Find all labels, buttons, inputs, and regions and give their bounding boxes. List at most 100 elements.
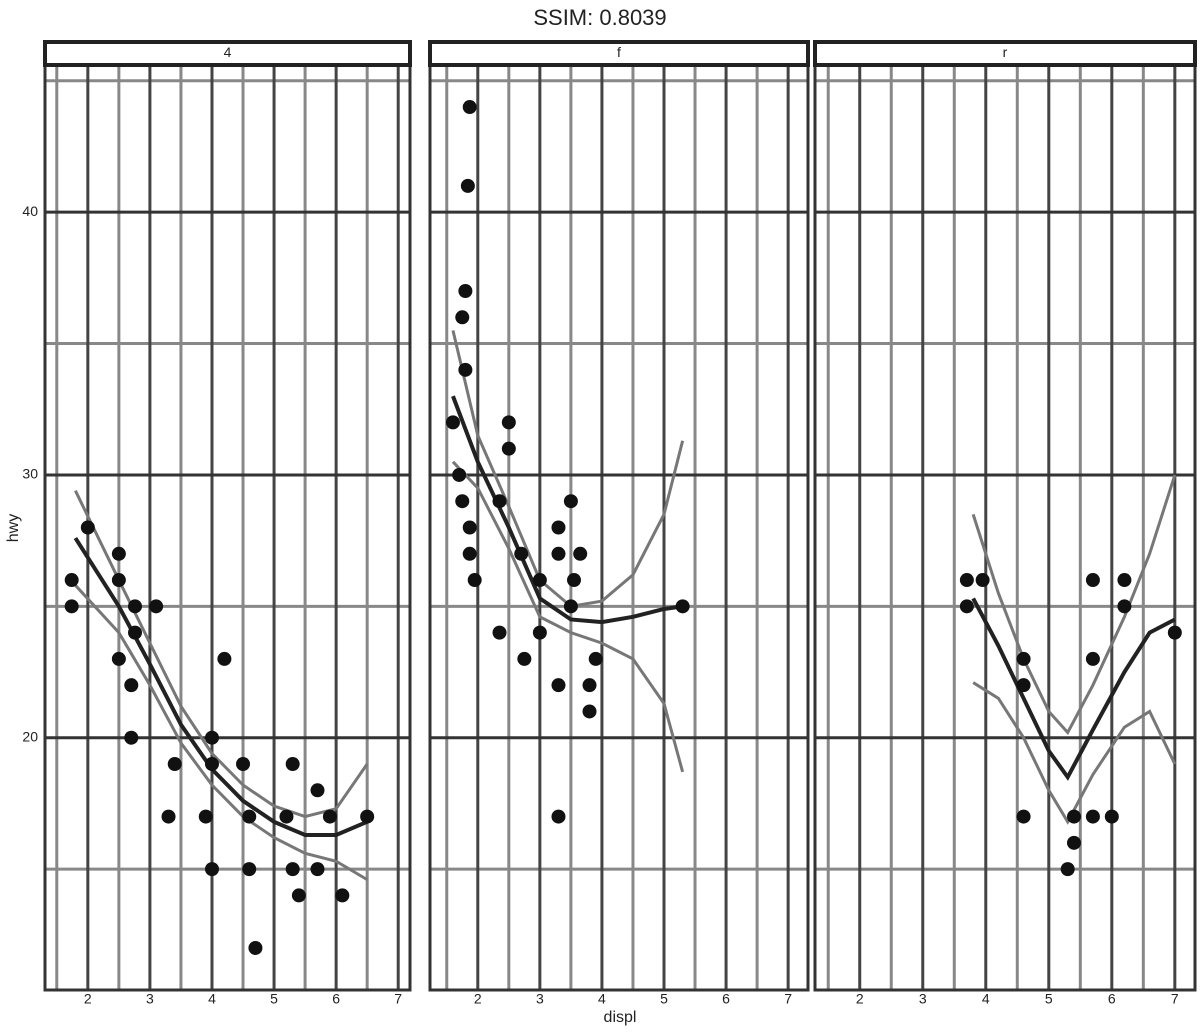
point — [551, 809, 566, 824]
point — [501, 415, 516, 430]
x-axis-title: displ — [604, 1009, 637, 1026]
y-tick-label: 40 — [22, 203, 38, 219]
confidence-bound — [74, 584, 368, 881]
point — [455, 310, 470, 325]
point — [563, 494, 578, 509]
facet-label: r — [1003, 44, 1008, 60]
confidence-bound — [971, 474, 1177, 736]
point — [532, 625, 547, 640]
point — [236, 757, 251, 772]
point — [204, 730, 219, 745]
point — [64, 573, 79, 588]
x-tick-label: 2 — [856, 991, 864, 1007]
point — [1016, 809, 1031, 824]
point — [242, 809, 257, 824]
point — [675, 599, 690, 614]
y-tick-label: 20 — [22, 728, 38, 744]
point — [217, 651, 232, 666]
x-tick-label: 5 — [270, 991, 278, 1007]
x-tick-label: 2 — [474, 991, 482, 1007]
point — [462, 546, 477, 561]
x-tick-label: 5 — [1045, 991, 1053, 1007]
point — [1067, 835, 1082, 850]
x-tick-label: 6 — [1108, 991, 1116, 1007]
x-tick-label: 3 — [146, 991, 154, 1007]
point — [514, 546, 529, 561]
x-tick-label: 5 — [660, 991, 668, 1007]
point — [242, 862, 257, 877]
point — [462, 100, 477, 115]
panel-border — [813, 63, 1197, 992]
point — [458, 362, 473, 377]
point — [551, 678, 566, 693]
point — [335, 888, 350, 903]
panel-border — [428, 63, 810, 992]
point — [80, 520, 95, 535]
point — [128, 599, 143, 614]
point — [124, 730, 139, 745]
point — [111, 651, 126, 666]
x-tick-label: 3 — [919, 991, 927, 1007]
point — [1167, 625, 1182, 640]
point — [455, 494, 470, 509]
point — [64, 599, 79, 614]
point — [1117, 573, 1132, 588]
point — [248, 940, 263, 955]
point — [279, 809, 294, 824]
point — [532, 573, 547, 588]
point — [517, 651, 532, 666]
point — [567, 573, 581, 588]
point — [161, 809, 176, 824]
point — [1067, 809, 1082, 824]
point — [467, 573, 482, 588]
point — [124, 678, 139, 693]
x-tick-label: 6 — [722, 991, 730, 1007]
point — [310, 862, 325, 877]
point — [1104, 809, 1119, 824]
facet-label: f — [617, 44, 621, 60]
chart-title: SSIM: 0.8039 — [533, 5, 666, 30]
point — [582, 704, 597, 719]
point — [588, 651, 603, 666]
point — [1016, 678, 1031, 693]
point — [285, 862, 300, 877]
point — [204, 862, 219, 877]
point — [310, 783, 325, 798]
point — [111, 546, 126, 561]
y-axis-title: hwy — [5, 514, 22, 542]
smooth-line — [451, 395, 683, 625]
x-tick-label: 7 — [1171, 991, 1179, 1007]
panel-border — [43, 63, 412, 992]
point — [149, 599, 164, 614]
point — [285, 757, 300, 772]
point — [1117, 599, 1132, 614]
point — [1085, 573, 1100, 588]
point — [458, 283, 473, 298]
point — [111, 573, 126, 588]
point — [360, 809, 375, 824]
facet-label: 4 — [224, 44, 232, 60]
point — [492, 625, 507, 640]
x-tick-label: 7 — [394, 991, 402, 1007]
y-tick-label: 30 — [22, 466, 38, 482]
x-tick-label: 4 — [982, 991, 990, 1007]
point — [204, 757, 219, 772]
point — [445, 415, 460, 430]
point — [1085, 809, 1100, 824]
point — [975, 573, 990, 588]
point — [959, 599, 974, 614]
point — [492, 494, 507, 509]
x-tick-label: 6 — [332, 991, 340, 1007]
point — [563, 599, 578, 614]
confidence-bound — [972, 681, 1177, 825]
point — [452, 467, 467, 482]
point — [551, 546, 566, 561]
smooth-line — [971, 597, 1176, 781]
x-tick-label: 2 — [84, 991, 92, 1007]
point — [551, 520, 566, 535]
x-tick-label: 4 — [598, 991, 606, 1007]
facet-strip — [43, 40, 412, 67]
point — [128, 625, 143, 640]
point — [582, 678, 597, 693]
